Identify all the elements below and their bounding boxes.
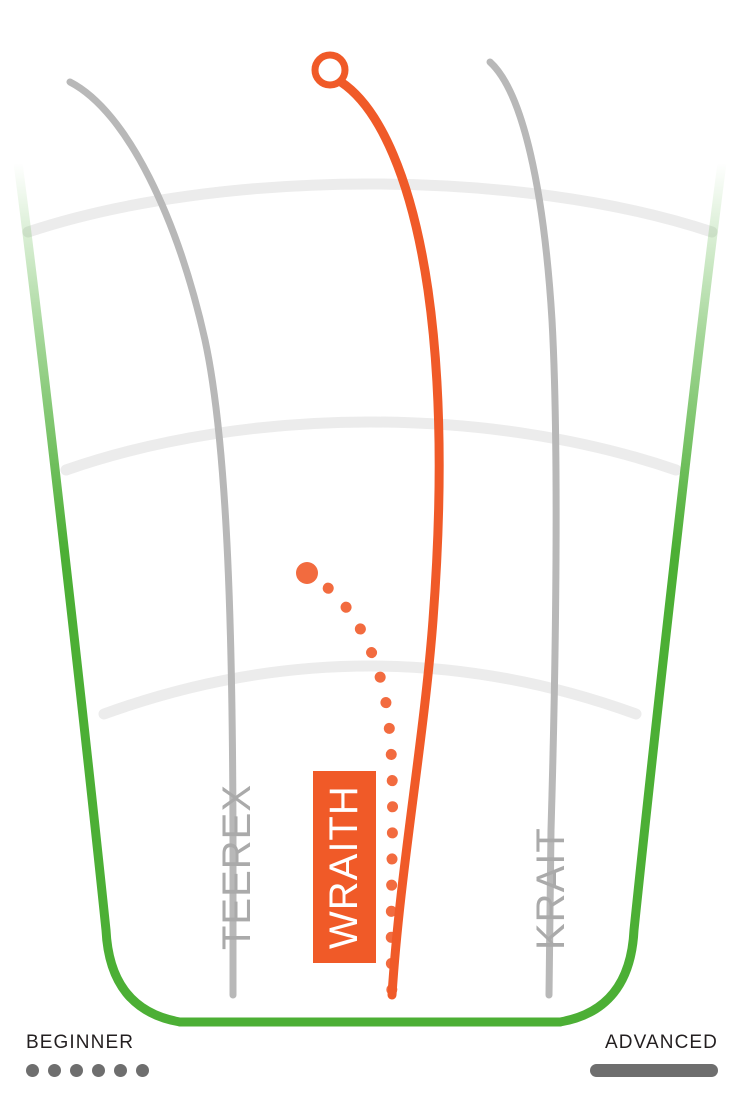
legend-dot [114, 1064, 127, 1077]
series-line-wraith-branch[interactable] [301, 567, 399, 1001]
skill-scale-legend: BEGINNER ADVANCED [0, 1032, 740, 1100]
legend-advanced-bar-icon [590, 1064, 718, 1077]
envelope-left-edge [13, 158, 185, 1027]
grid-arc [22, 178, 718, 238]
legend-dot [26, 1064, 39, 1077]
series-label-teerex-text: TEEREX [215, 783, 259, 950]
series-label-krait-text: KRAIT [529, 827, 573, 950]
branch-start-dot [296, 562, 318, 584]
series-label-wraith[interactable]: WRAITH [313, 771, 376, 963]
series-label-teerex[interactable]: TEEREX [215, 783, 259, 950]
legend-beginner-dots-icon [26, 1064, 149, 1077]
series-label-wraith-text: WRAITH [322, 785, 366, 949]
legend-dot [92, 1064, 105, 1077]
grid-arc [60, 416, 682, 476]
grid-arc [98, 660, 642, 720]
legend-beginner: BEGINNER [26, 1032, 149, 1077]
legend-advanced: ADVANCED [590, 1032, 718, 1077]
legend-dot [136, 1064, 149, 1077]
series-label-krait[interactable]: KRAIT [529, 827, 573, 950]
legend-beginner-label: BEGINNER [26, 1032, 135, 1053]
series-line-wraith[interactable] [336, 77, 444, 1000]
legend-dot [48, 1064, 61, 1077]
envelope-right-edge [555, 158, 727, 1027]
series-line-krait[interactable] [486, 58, 560, 999]
legend-dot [70, 1064, 83, 1077]
wraith-start-marker-icon [311, 51, 349, 89]
legend-advanced-label: ADVANCED [605, 1032, 718, 1053]
series-line-teerex[interactable] [66, 78, 237, 999]
skill-envelope-group [13, 158, 727, 1027]
grid-arc-group [22, 178, 718, 720]
